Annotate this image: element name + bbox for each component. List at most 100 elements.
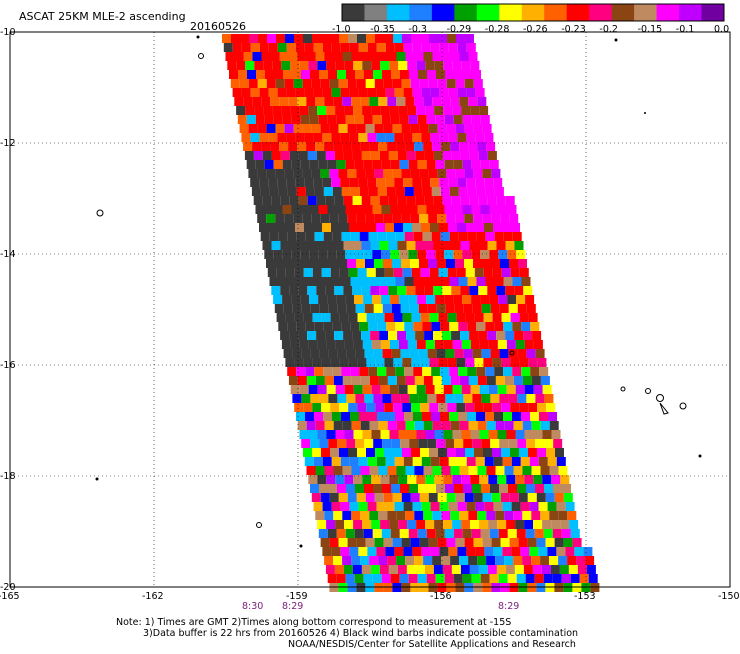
swath-cell	[457, 88, 467, 97]
swath-cell	[280, 196, 290, 205]
swath-cell	[402, 268, 412, 277]
swath-cell	[308, 475, 318, 484]
swath-cell	[378, 421, 388, 430]
swath-cell	[457, 223, 466, 232]
swath-cell	[302, 214, 312, 223]
swath-cell	[542, 385, 552, 394]
swath-cell	[445, 349, 455, 358]
swath-cell	[275, 124, 285, 133]
swath-cell	[472, 439, 482, 448]
swath-cell	[335, 106, 345, 115]
swath-cell	[375, 448, 384, 457]
swath-cell	[526, 484, 535, 493]
swath-cell	[435, 574, 445, 583]
swath-cell	[493, 178, 503, 187]
swath-cell	[361, 196, 371, 205]
swath-cell	[460, 331, 470, 340]
swath-cell	[340, 133, 350, 142]
swath-cell	[537, 403, 547, 412]
swath-cell	[366, 358, 376, 367]
swath-cell	[362, 340, 372, 349]
swath-cell	[321, 403, 331, 412]
swath-cell	[364, 394, 374, 403]
swath-cell	[347, 214, 357, 223]
swath-cell	[319, 484, 328, 493]
swath-cell	[367, 43, 377, 52]
swath-cell	[286, 133, 296, 142]
swath-cell	[530, 322, 540, 331]
swath-cell	[452, 475, 462, 484]
swath-cell	[447, 448, 456, 457]
swath-cell	[381, 250, 391, 259]
swath-cell	[380, 385, 390, 394]
swath-cell	[529, 457, 539, 466]
swath-cell	[472, 349, 482, 358]
swath-cell	[431, 412, 440, 421]
swath-cell	[302, 169, 312, 178]
swath-cell	[466, 43, 476, 52]
swath-cell	[296, 277, 306, 286]
swath-cell	[362, 475, 372, 484]
swath-cell	[300, 250, 310, 259]
swath-cell	[409, 304, 419, 313]
swath-cell	[321, 268, 331, 277]
swath-cell	[506, 520, 516, 529]
swath-cell	[409, 439, 419, 448]
swath-cell	[362, 430, 372, 439]
swath-cell	[486, 376, 496, 385]
island-outline	[198, 53, 204, 59]
swath-cell	[505, 565, 515, 574]
swath-cell	[241, 88, 251, 97]
swath-cell	[461, 106, 471, 115]
swath-cell	[453, 115, 463, 124]
swath-cell	[429, 313, 439, 322]
swath-cell	[340, 502, 350, 511]
swath-cell	[275, 259, 284, 268]
swath-cell	[353, 340, 363, 349]
swath-cell	[453, 529, 463, 538]
swath-cell	[448, 178, 458, 187]
colorbar-label: -0.2	[599, 24, 618, 35]
swath-cell	[358, 43, 368, 52]
swath-cell	[340, 547, 350, 556]
swath-cell	[372, 250, 382, 259]
swath-cell	[490, 439, 500, 448]
swath-cell	[399, 574, 409, 583]
swath-cell	[397, 331, 407, 340]
swath-cell	[520, 502, 530, 511]
swath-cell	[297, 52, 307, 61]
swath-cell	[352, 286, 362, 295]
swath-cell	[341, 277, 351, 286]
colorbar-swatch	[611, 4, 635, 21]
lon-tick-label: -156	[430, 591, 452, 602]
swath-cell	[542, 520, 552, 529]
swath-cell	[415, 331, 425, 340]
swath-cell	[340, 43, 350, 52]
swath-cell	[225, 52, 235, 61]
swath-cell	[269, 232, 279, 241]
swath-cell	[262, 241, 272, 250]
swath-cell	[264, 160, 274, 169]
swath-cell	[291, 115, 301, 124]
swath-cell	[384, 268, 394, 277]
swath-cell	[269, 187, 279, 196]
lon-tick-label: -159	[286, 591, 308, 602]
swath-cell	[313, 223, 322, 232]
swath-cell	[342, 421, 352, 430]
swath-cell	[405, 556, 415, 565]
swath-cell	[268, 223, 277, 232]
swath-cell	[420, 313, 430, 322]
swath-cell	[310, 439, 320, 448]
swath-cell	[488, 385, 498, 394]
swath-cell	[323, 232, 333, 241]
swath-cell	[390, 295, 400, 304]
swath-cell	[569, 520, 579, 529]
swath-cell	[248, 169, 258, 178]
swath-cell	[380, 520, 390, 529]
swath-cell	[426, 250, 436, 259]
swath-cell	[372, 574, 382, 583]
swath-cell	[313, 43, 323, 52]
swath-cell	[384, 403, 394, 412]
swath-cell	[314, 232, 324, 241]
swath-cell	[440, 277, 450, 286]
